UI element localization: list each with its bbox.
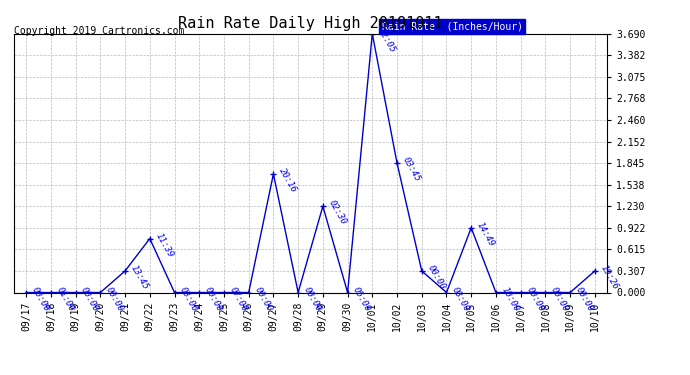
Text: 20:16: 20:16 <box>277 166 298 194</box>
Text: 22:05: 22:05 <box>376 27 397 54</box>
Text: 00:00: 00:00 <box>104 285 126 313</box>
Title: Rain Rate Daily High 20191011: Rain Rate Daily High 20191011 <box>178 16 443 31</box>
Text: 07:00: 07:00 <box>228 285 249 313</box>
Text: 02:30: 02:30 <box>326 199 348 227</box>
Text: Rain Rate  (Inches/Hour): Rain Rate (Inches/Hour) <box>382 21 523 31</box>
Text: 00:00: 00:00 <box>253 285 274 313</box>
Text: 03:00: 03:00 <box>178 285 199 313</box>
Text: 00:00: 00:00 <box>203 285 224 313</box>
Text: 00:00: 00:00 <box>79 285 101 313</box>
Text: 00:00: 00:00 <box>524 285 546 313</box>
Text: Copyright 2019 Cartronics.com: Copyright 2019 Cartronics.com <box>14 26 184 36</box>
Text: 01:00: 01:00 <box>55 285 76 313</box>
Text: 00:00: 00:00 <box>302 285 323 313</box>
Text: 00:00: 00:00 <box>426 264 446 291</box>
Text: 13:45: 13:45 <box>129 264 150 291</box>
Text: 00:00: 00:00 <box>30 285 51 313</box>
Text: 11:39: 11:39 <box>153 231 175 259</box>
Text: 10:00: 10:00 <box>500 285 521 313</box>
Text: 19:26: 19:26 <box>598 264 620 291</box>
Text: 00:00: 00:00 <box>549 285 571 313</box>
Text: 03:45: 03:45 <box>401 156 422 184</box>
Text: 14:49: 14:49 <box>475 220 496 248</box>
Text: 05:00: 05:00 <box>351 285 373 313</box>
Text: 00:00: 00:00 <box>574 285 595 313</box>
Text: 08:00: 08:00 <box>450 285 471 313</box>
